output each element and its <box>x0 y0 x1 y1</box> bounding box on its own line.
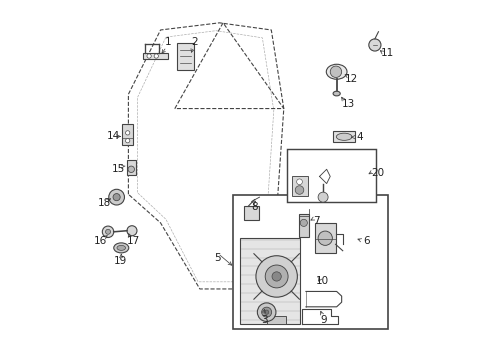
Text: 18: 18 <box>98 198 111 208</box>
Bar <box>126 159 136 175</box>
Text: 3: 3 <box>260 315 267 325</box>
Circle shape <box>128 166 134 172</box>
Circle shape <box>317 231 332 246</box>
Ellipse shape <box>332 91 340 96</box>
Text: 11: 11 <box>380 48 393 58</box>
Text: 1: 1 <box>164 37 171 48</box>
Bar <box>240 238 300 324</box>
Circle shape <box>127 226 137 236</box>
Bar <box>244 206 258 220</box>
Text: 20: 20 <box>370 168 384 178</box>
Circle shape <box>329 66 341 77</box>
Circle shape <box>257 303 275 321</box>
Bar <box>176 43 194 70</box>
Ellipse shape <box>325 64 346 79</box>
Text: 16: 16 <box>94 237 107 247</box>
Circle shape <box>125 139 130 143</box>
Bar <box>122 124 133 145</box>
Text: 4: 4 <box>355 132 362 142</box>
Circle shape <box>102 226 114 238</box>
Circle shape <box>295 186 303 194</box>
Circle shape <box>154 54 158 58</box>
Circle shape <box>264 310 268 314</box>
Text: 6: 6 <box>363 236 369 246</box>
Circle shape <box>255 256 297 297</box>
Circle shape <box>105 229 110 234</box>
Circle shape <box>147 54 151 58</box>
Text: 8: 8 <box>250 202 257 212</box>
Text: 7: 7 <box>312 216 319 226</box>
Circle shape <box>113 194 120 201</box>
Ellipse shape <box>114 243 128 253</box>
Circle shape <box>317 192 327 202</box>
Bar <box>332 131 354 143</box>
Text: 19: 19 <box>113 256 126 266</box>
Bar <box>142 53 167 59</box>
Text: 12: 12 <box>345 74 358 84</box>
Circle shape <box>368 39 380 51</box>
Bar <box>291 176 307 196</box>
Bar <box>287 149 375 202</box>
Ellipse shape <box>117 246 125 250</box>
Circle shape <box>108 189 124 205</box>
Text: 9: 9 <box>320 315 326 325</box>
Circle shape <box>296 179 302 185</box>
Ellipse shape <box>336 133 351 140</box>
Text: 10: 10 <box>315 276 328 286</box>
Text: 5: 5 <box>214 253 221 263</box>
Bar <box>298 214 308 237</box>
Circle shape <box>300 219 307 226</box>
Text: 17: 17 <box>127 236 140 246</box>
Bar <box>266 316 285 324</box>
Bar <box>233 195 387 329</box>
Bar <box>314 223 335 253</box>
Circle shape <box>261 307 271 317</box>
Circle shape <box>125 131 130 135</box>
Text: 2: 2 <box>191 37 198 48</box>
Circle shape <box>264 265 287 288</box>
Text: 15: 15 <box>112 164 125 174</box>
Text: 14: 14 <box>106 131 120 141</box>
Circle shape <box>271 272 281 281</box>
Text: 13: 13 <box>341 99 354 109</box>
